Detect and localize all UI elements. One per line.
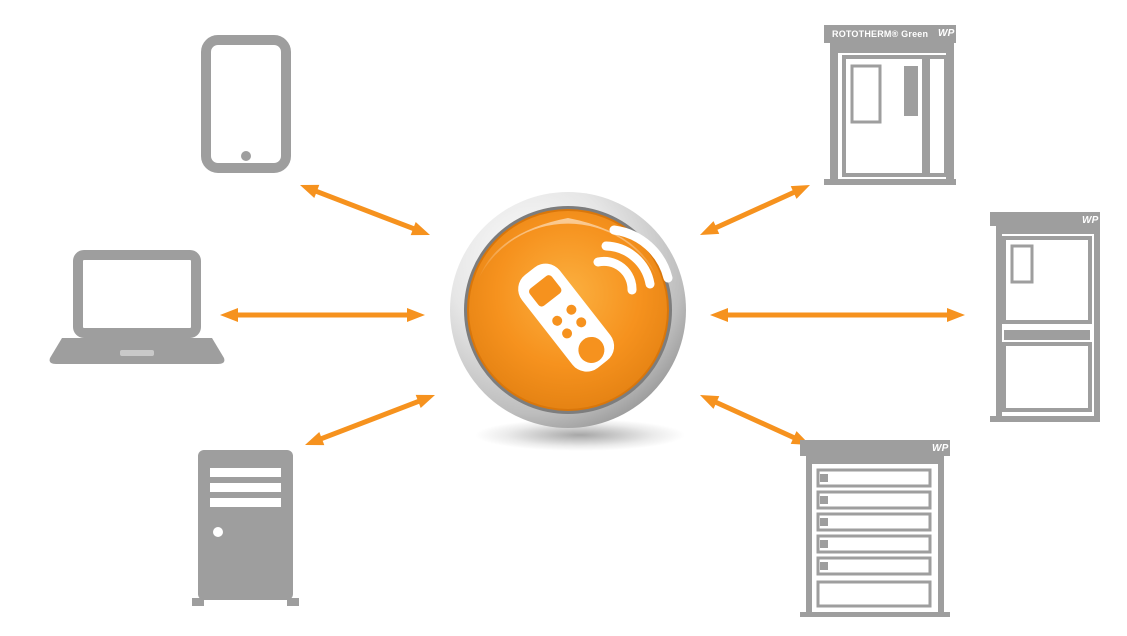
oven-top-logo: WP [938,28,955,39]
diagram-stage: ROTOTHERM® Green WP WP WP [0,0,1127,636]
hub [0,0,1127,636]
oven-bot-logo: WP [932,443,949,454]
oven-mid-logo: WP [1082,215,1099,226]
oven-top-label: ROTOTHERM® Green [832,29,928,39]
